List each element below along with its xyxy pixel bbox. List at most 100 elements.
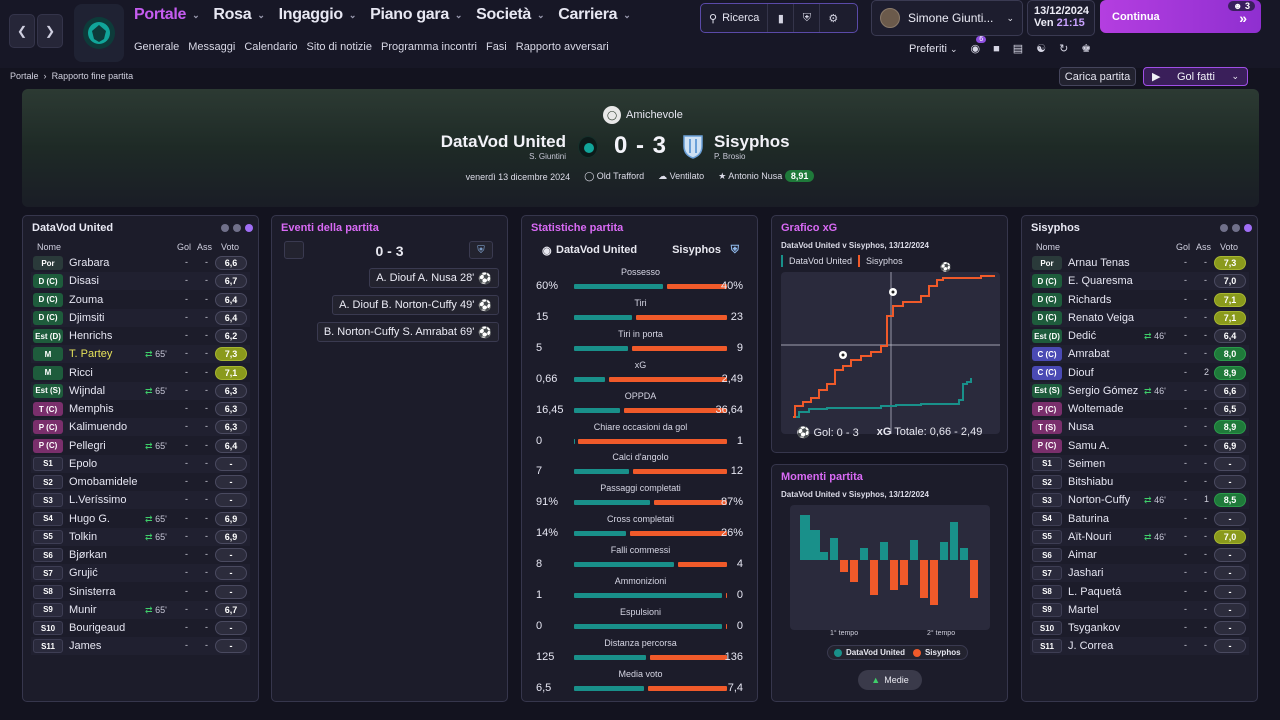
player-name[interactable]: Bourigeaud	[69, 622, 126, 634]
nav-item-3[interactable]: Piano gara ⌄	[370, 6, 462, 24]
player-name[interactable]: J. Correa	[1068, 640, 1114, 653]
player-name[interactable]: Bitshiabu	[1068, 476, 1114, 488]
trophy-icon[interactable]: ♚	[1081, 43, 1092, 55]
player-row[interactable]: S2 Bitshiabu - - -	[1030, 473, 1249, 491]
player-row[interactable]: S5 Aït-Nouri ⇄ 46' - -7,0	[1030, 527, 1249, 546]
view-toggle[interactable]	[1220, 224, 1252, 232]
player-row[interactable]: D (C) Djimsiti - -6,4	[31, 308, 250, 327]
player-name[interactable]: Amrabat	[1068, 348, 1110, 361]
player-row[interactable]: M Ricci - -7,1	[31, 364, 250, 382]
player-name[interactable]: Djimsiti	[69, 311, 105, 324]
player-name[interactable]: Nusa	[1068, 421, 1094, 434]
player-name[interactable]: Wijndal	[69, 384, 106, 397]
subnav-item-6[interactable]: Rapporto avversari	[515, 41, 609, 53]
player-name[interactable]: Dedić	[1068, 330, 1097, 342]
home-team[interactable]: DataVod United S. Giuntini	[441, 132, 566, 161]
player-name[interactable]: Omobamidele	[69, 476, 138, 488]
player-name[interactable]: Baturina	[1068, 512, 1109, 525]
player-name[interactable]: Hugo G.	[69, 512, 110, 525]
player-row[interactable]: S10 Bourigeaud - - -	[31, 619, 250, 637]
bookmark-button[interactable]: ▮	[768, 4, 795, 32]
player-name[interactable]: L. Paquetá	[1068, 585, 1122, 598]
player-name[interactable]: T. Partey	[69, 348, 113, 361]
view-dot[interactable]	[1220, 224, 1228, 232]
player-name[interactable]: Epolo	[69, 457, 98, 470]
messages-icon[interactable]: ◉ 6	[971, 36, 987, 55]
man-of-the-match[interactable]: ★ Antonio Nusa 8,91	[718, 170, 815, 182]
player-row[interactable]: Por Arnau Tenas - -7,3	[1030, 254, 1249, 272]
player-row[interactable]: D (C) Renato Veiga - -7,1	[1030, 308, 1249, 327]
nav-item-4[interactable]: Società ⌄	[476, 6, 544, 24]
player-row[interactable]: S3 Norton-Cuffy ⇄ 46' - 1 8,5	[1030, 491, 1249, 510]
player-name[interactable]: Martel	[1068, 603, 1099, 616]
player-row[interactable]: S8 Sinisterra - - -	[31, 583, 250, 601]
player-row[interactable]: S9 Martel - - -	[1030, 600, 1249, 619]
subnav-item-0[interactable]: Generale	[134, 41, 180, 53]
player-row[interactable]: S6 Aimar - - -	[1030, 546, 1249, 564]
back-button[interactable]: ❮	[9, 14, 35, 48]
player-row[interactable]: S1 Seimen - - -	[1030, 454, 1249, 473]
favorites-menu[interactable]: Preferiti ⌄	[909, 42, 958, 55]
user-menu[interactable]: Simone Giunti... ⌄	[871, 0, 1023, 36]
player-row[interactable]: S11 James - - -	[31, 637, 250, 656]
player-name[interactable]: Bjørkan	[69, 549, 107, 561]
player-row[interactable]: S5 Tolkin ⇄ 65' - -6,9	[31, 527, 250, 546]
document-icon[interactable]: ▤	[1012, 43, 1024, 55]
forward-button[interactable]: ❯	[37, 14, 63, 48]
player-name[interactable]: Aït-Nouri	[1068, 530, 1112, 543]
player-row[interactable]: D (C) Zouma - -6,4	[31, 291, 250, 309]
tactics-icon[interactable]: ☯	[1036, 43, 1047, 55]
view-dot[interactable]	[1232, 224, 1240, 232]
player-row[interactable]: S2 Omobamidele - - -	[31, 473, 250, 491]
player-name[interactable]: Jashari	[1068, 567, 1104, 580]
view-dot[interactable]	[233, 224, 241, 232]
player-name[interactable]: Renato Veiga	[1068, 311, 1135, 324]
player-row[interactable]: S11 J. Correa - - -	[1030, 637, 1249, 656]
player-name[interactable]: Tolkin	[69, 530, 98, 543]
player-row[interactable]: P (C) Pellegri ⇄ 65' - -6,4	[31, 437, 250, 455]
nav-item-5[interactable]: Carriera ⌄	[558, 6, 631, 24]
player-row[interactable]: S6 Bjørkan - - -	[31, 546, 250, 564]
view-toggle[interactable]	[221, 224, 253, 232]
player-name[interactable]: Grabara	[69, 257, 110, 269]
refresh-icon[interactable]: ↻	[1059, 43, 1069, 55]
player-name[interactable]: E. Quaresma	[1068, 275, 1133, 288]
settings-button[interactable]: ⚙	[820, 4, 846, 32]
player-name[interactable]: Arnau Tenas	[1068, 257, 1130, 269]
player-name[interactable]: Ricci	[69, 366, 93, 379]
nav-item-0[interactable]: Portale ⌄	[134, 6, 200, 24]
player-row[interactable]: C (C) Diouf - 2 8,9	[1030, 364, 1249, 382]
stadium[interactable]: ◯ Old Trafford	[584, 171, 645, 181]
player-row[interactable]: S7 Grujić - - -	[31, 564, 250, 583]
player-row[interactable]: M T. Partey ⇄ 65' - -7,3	[31, 345, 250, 364]
subnav-item-3[interactable]: Sito di notizie	[306, 41, 372, 53]
player-name[interactable]: Tsygankov	[1068, 622, 1120, 634]
player-name[interactable]: Disasi	[69, 275, 99, 288]
player-name[interactable]: Aimar	[1068, 549, 1097, 561]
continue-button[interactable]: Continua ☻ 3 »	[1100, 0, 1261, 33]
search-button[interactable]: ⚲ Ricerca	[701, 4, 769, 32]
goal-event[interactable]: A. Diouf A. Nusa 28' ⚽	[369, 268, 499, 288]
nav-item-2[interactable]: Ingaggio ⌄	[279, 6, 357, 24]
player-name[interactable]: Norton-Cuffy	[1068, 494, 1131, 507]
player-row[interactable]: T (S) Nusa - -8,9	[1030, 418, 1249, 437]
player-name[interactable]: James	[69, 640, 102, 653]
goals-dropdown[interactable]: ▶ Gol fatti ⌄	[1143, 67, 1248, 86]
view-dot-active[interactable]	[245, 224, 253, 232]
shirt-icon[interactable]: ■	[993, 42, 1000, 55]
subnav-item-5[interactable]: Fasi	[485, 41, 507, 53]
player-row[interactable]: D (C) E. Quaresma - -7,0	[1030, 272, 1249, 291]
subnav-item-1[interactable]: Messaggi	[188, 41, 236, 53]
player-name[interactable]: Woltemade	[1068, 403, 1124, 415]
player-name[interactable]: Diouf	[1068, 366, 1094, 379]
subnav-item-4[interactable]: Programma incontri	[380, 41, 477, 53]
player-row[interactable]: S1 Epolo - - -	[31, 454, 250, 473]
goal-event[interactable]: A. Diouf B. Norton-Cuffy 49' ⚽	[332, 295, 499, 315]
player-row[interactable]: Est (D) Henrichs - -6,2	[31, 327, 250, 345]
player-row[interactable]: S7 Jashari - - -	[1030, 564, 1249, 583]
view-dot-active[interactable]	[1244, 224, 1252, 232]
player-name[interactable]: Munir	[69, 603, 97, 616]
nav-item-1[interactable]: Rosa ⌄	[213, 6, 264, 24]
player-row[interactable]: T (C) Memphis - -6,3	[31, 400, 250, 418]
player-name[interactable]: Samu A.	[1068, 439, 1110, 452]
